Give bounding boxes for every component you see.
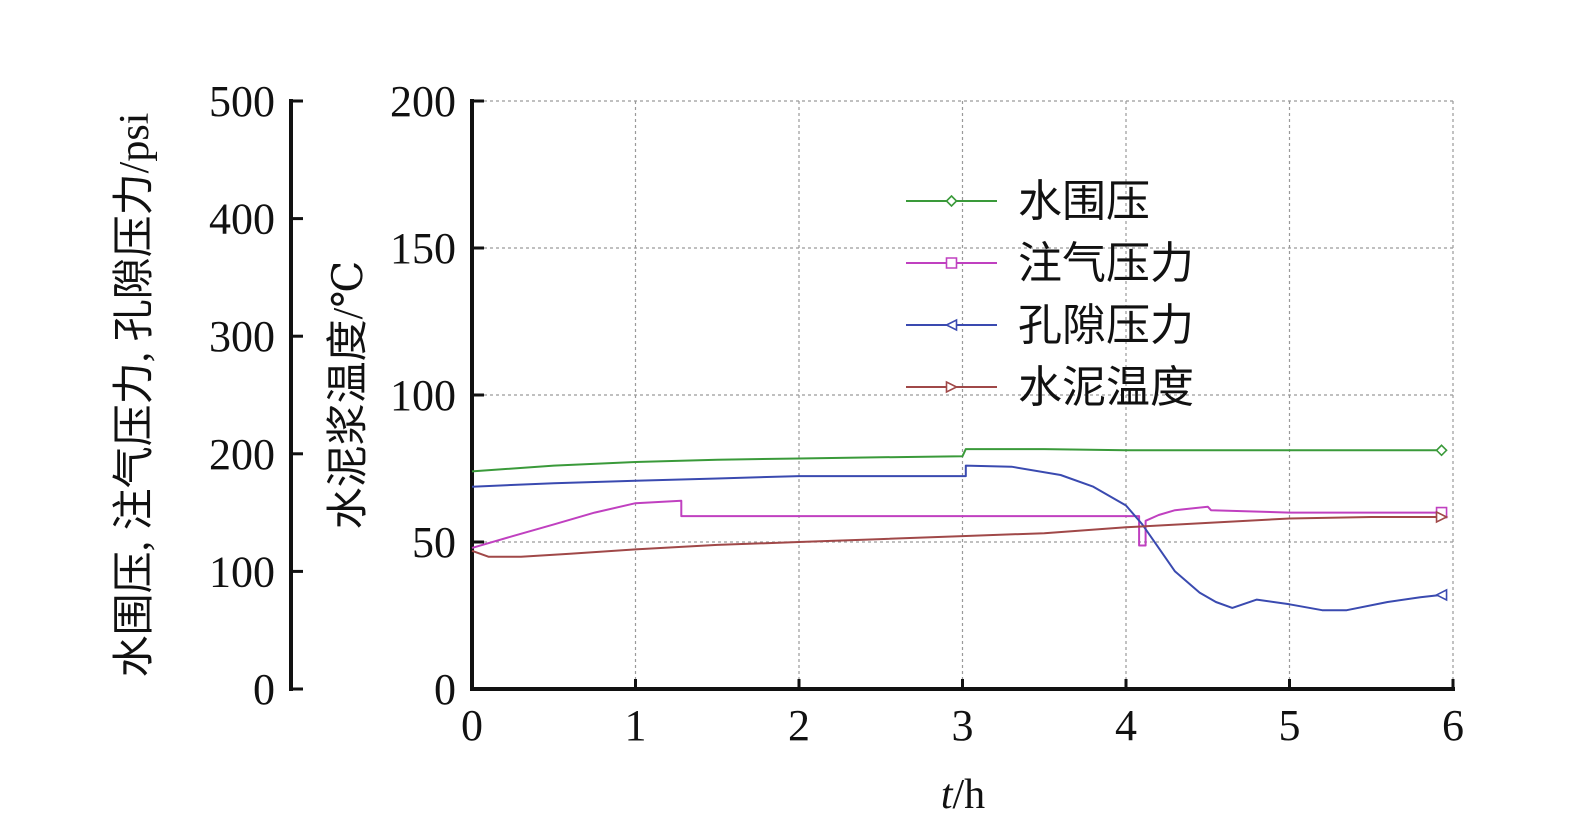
outer-y-tick-label: 300: [209, 312, 275, 361]
legend-label-4: 水泥温度: [1018, 363, 1194, 412]
series-line-3: [471, 464, 1442, 612]
x-tick-label: 0: [461, 701, 483, 750]
legend-marker-4: [945, 380, 959, 394]
inner-y-tick-label: 0: [434, 665, 456, 714]
outer-y-tick-label: 100: [209, 547, 275, 596]
inner-y-tick-label: 200: [390, 77, 456, 126]
x-tick-label: 5: [1279, 701, 1301, 750]
series-line-4: [471, 516, 1442, 558]
legend-label-3: 孔隙压力: [1018, 301, 1194, 350]
series-end-marker-3: [1434, 588, 1448, 602]
series-end-marker-1: [1435, 444, 1448, 457]
outer-y-tick-label: 0: [253, 665, 275, 714]
left-y-axis-title: 水围压, 注气压力, 孔隙压力/psi: [111, 113, 158, 678]
legend-label-2: 注气压力: [1018, 239, 1194, 288]
outer-y-tick-label: 200: [209, 430, 275, 479]
series-line-2: [471, 499, 1442, 549]
x-tick-label: 3: [952, 701, 974, 750]
outer-y-tick-label: 400: [209, 195, 275, 244]
axes-layer: 0 1 2 3 4 5 6 0 50 100 150 200 0 100 200 300 400 500: [209, 77, 1464, 750]
inner-y-tick-label: 150: [390, 224, 456, 273]
series-layer: [471, 444, 1449, 612]
x-tick-label: 4: [1115, 701, 1137, 750]
series-end-marker-4: [1435, 510, 1449, 524]
legend-label-1: 水围压: [1018, 177, 1150, 226]
inner-y-tick-label: 50: [412, 518, 456, 567]
x-tick-label: 2: [788, 701, 810, 750]
outer-y-tick-label: 500: [209, 77, 275, 126]
x-axis-title-unit: /h: [953, 772, 986, 818]
legend-marker-3: [944, 318, 958, 332]
legend-marker-1: [945, 194, 958, 208]
x-tick-label: 1: [625, 701, 647, 750]
x-tick-label: 6: [1442, 701, 1464, 750]
inner-y-tick-label: 100: [390, 371, 456, 420]
x-axis-title-variable: t: [941, 772, 954, 818]
legend-marker-2: [945, 257, 958, 269]
grid-layer: [472, 100, 1454, 689]
series-line-1: [471, 448, 1442, 473]
right-y-axis-title: 水泥浆温度/℃: [326, 261, 372, 530]
x-axis-title: t/h: [941, 772, 985, 818]
